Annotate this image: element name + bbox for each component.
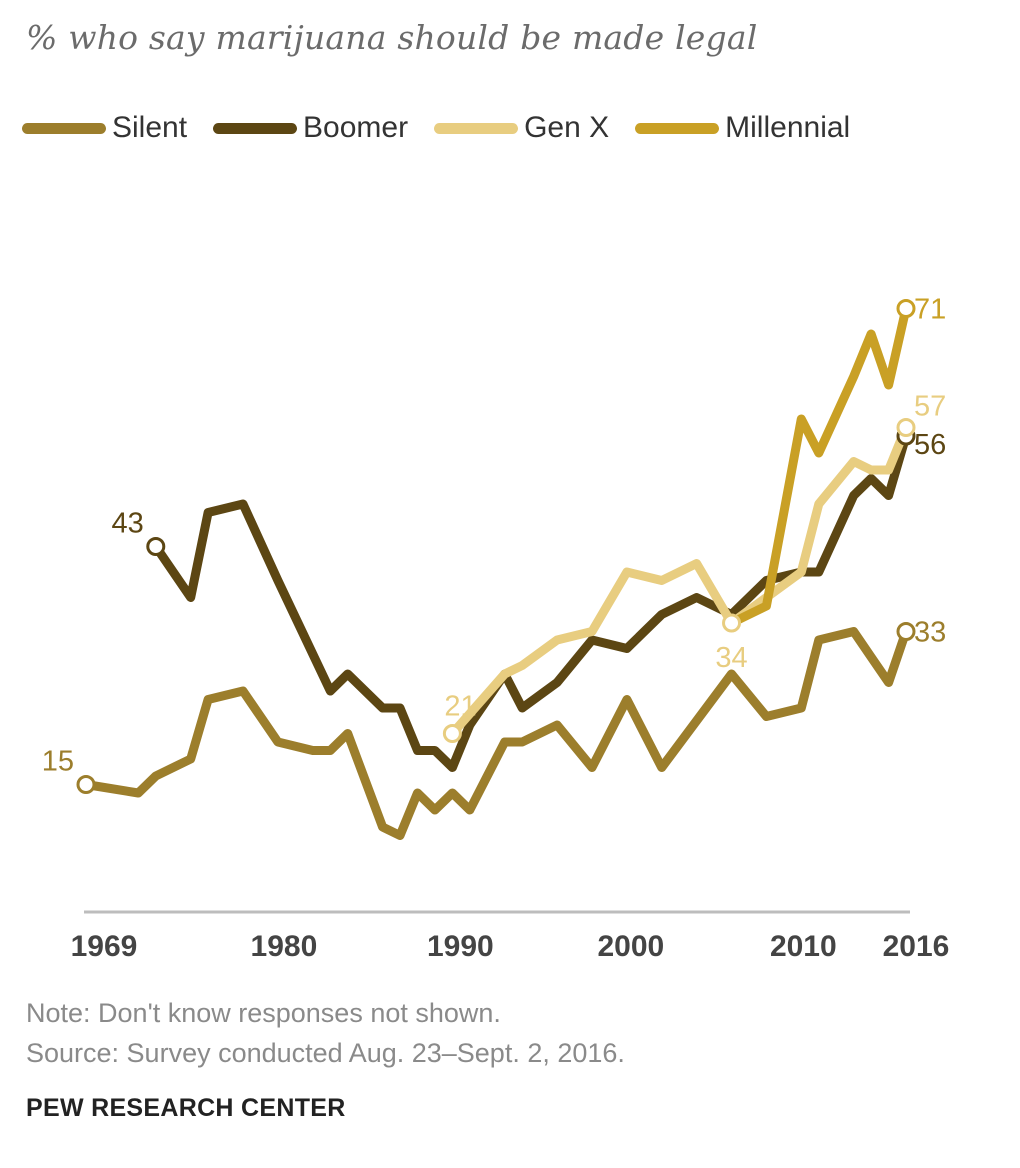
- x-tick-label: 2000: [597, 930, 664, 963]
- series-line-silent: [81, 627, 911, 840]
- x-tick-label: 1980: [251, 930, 318, 963]
- mid-marker-gen-x: [722, 613, 742, 633]
- start-marker-silent: [76, 775, 96, 794]
- legend-label-genx: Gen X: [524, 111, 610, 144]
- legend-item-boomer: Boomer: [213, 111, 408, 145]
- legend-label-silent: Silent: [112, 111, 188, 144]
- footer-note: Note: Don't know responses not shown.: [26, 998, 501, 1028]
- legend-swatch-silent: [22, 122, 106, 134]
- legend-swatch-genx: [434, 122, 519, 134]
- legend-label-boomer: Boomer: [303, 111, 409, 144]
- start-label-silent: 15: [42, 746, 74, 778]
- chart-legend: Silent Boomer Gen X Millennial: [22, 108, 876, 148]
- footer-source: Source: Survey conducted Aug. 23–Sept. 2…: [26, 1038, 625, 1068]
- series-line-gen-x: [447, 423, 911, 738]
- legend-item-genx: Gen X: [434, 111, 609, 145]
- series-line-boomer: [151, 431, 911, 772]
- start-label-boomer: 43: [112, 508, 144, 540]
- x-tick-label: 2010: [770, 930, 837, 963]
- end-marker-silent: [896, 622, 916, 641]
- line-chart: 1969 1980 1990 2000 2010 2016 15 33 43 56 21 57 34 7…: [42, 294, 950, 964]
- end-label-gen-x: 57: [914, 391, 946, 423]
- x-tick-label: 1969: [71, 930, 138, 963]
- x-tick-label: 2016: [883, 930, 950, 963]
- data-label-layer: 15 33 43 56 21 57 34 71: [42, 294, 947, 778]
- x-axis-ticks: 1969 1980 1990 2000 2010 2016: [71, 930, 950, 963]
- chart-title: % who say marijuana should be made legal: [26, 18, 758, 57]
- series-line-millennial: [727, 304, 911, 628]
- legend-item-millennial: Millennial: [635, 111, 850, 145]
- start-marker-gen-x: [442, 724, 462, 743]
- legend-item-silent: Silent: [22, 111, 187, 145]
- end-marker-millennial: [896, 299, 916, 318]
- series-layer: [76, 299, 916, 840]
- mid-label-gen-x: 34: [715, 642, 747, 674]
- legend-swatch-millennial: [635, 122, 720, 134]
- footer-brand: PEW RESEARCH CENTER: [26, 1094, 346, 1122]
- x-tick-label: 1990: [427, 930, 494, 963]
- legend-swatch-boomer: [213, 122, 298, 134]
- end-label-millennial: 71: [914, 294, 946, 326]
- end-label-silent: 33: [914, 617, 946, 649]
- end-label-boomer: 56: [914, 429, 946, 461]
- legend-label-millennial: Millennial: [725, 111, 851, 144]
- start-label-gen-x: 21: [444, 691, 476, 723]
- start-marker-boomer: [146, 537, 166, 556]
- end-marker-gen-x: [896, 418, 916, 437]
